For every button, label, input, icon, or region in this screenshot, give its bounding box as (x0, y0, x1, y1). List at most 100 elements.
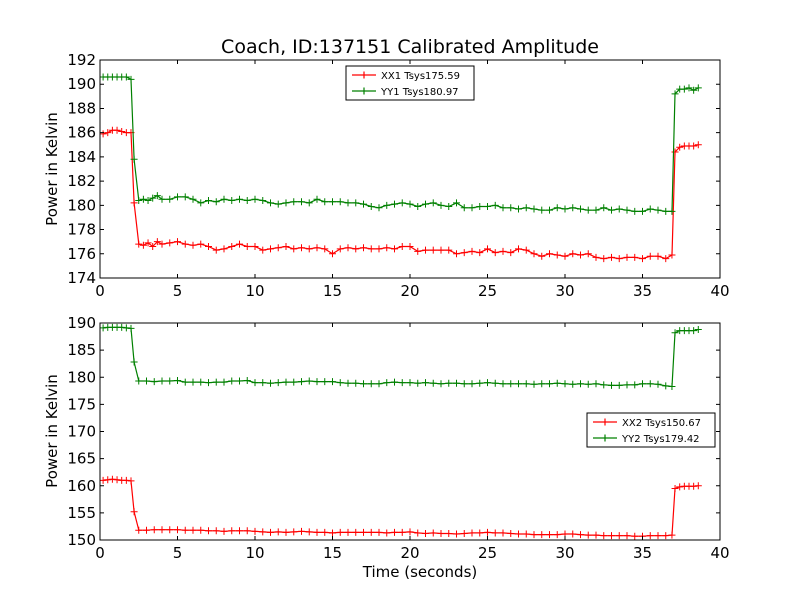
data-point (398, 528, 406, 536)
data-point (391, 528, 398, 536)
data-point (522, 530, 530, 538)
data-point (671, 329, 679, 337)
data-point (150, 378, 158, 386)
data-point (499, 529, 507, 537)
data-point (468, 247, 476, 255)
data-point (282, 378, 290, 386)
data-point (437, 246, 445, 254)
data-point (422, 529, 429, 537)
data-point (406, 200, 414, 208)
data-point (522, 246, 530, 254)
data-point (546, 250, 553, 258)
data-point (181, 378, 189, 386)
data-point (491, 249, 499, 257)
x-axis-label: Time (seconds) (362, 563, 478, 581)
data-point (367, 203, 375, 211)
data-point (680, 85, 688, 93)
data-point (553, 531, 561, 539)
data-point (99, 324, 107, 332)
data-point (197, 378, 205, 386)
data-point (99, 476, 107, 484)
data-point (259, 196, 267, 204)
data-point (305, 528, 313, 536)
data-point (608, 532, 615, 540)
data-point (321, 198, 329, 206)
data-point (445, 246, 453, 254)
data-point (690, 86, 698, 94)
data-point (305, 199, 313, 207)
data-point (676, 143, 684, 151)
data-point (274, 528, 282, 536)
legend: XX2 Tsys150.67 YY2 Tsys179.42 (586, 412, 716, 448)
data-point (445, 203, 453, 211)
data-point (623, 381, 631, 389)
data-point (383, 529, 391, 537)
y-tick-label: 190 (67, 75, 96, 93)
data-point (476, 203, 484, 211)
data-point (197, 240, 205, 248)
data-point (135, 196, 143, 204)
data-point (158, 195, 166, 203)
data-point (383, 244, 391, 252)
data-point (592, 531, 600, 539)
x-tick-label: 5 (173, 282, 183, 300)
data-point (149, 243, 157, 251)
data-point (476, 249, 484, 257)
data-point (251, 243, 259, 251)
data-point (166, 195, 174, 203)
data-point (375, 204, 383, 212)
data-point (690, 482, 698, 490)
data-point (584, 380, 592, 388)
data-point (352, 245, 360, 253)
legend-label: XX2 Tsys150.67 (622, 418, 701, 429)
data-point (243, 527, 251, 535)
data-point (406, 528, 414, 536)
x-tick-label: 40 (710, 282, 729, 300)
data-point (662, 255, 670, 263)
y-tick-label: 180 (67, 196, 96, 214)
data-point (515, 530, 522, 538)
data-point (267, 245, 274, 253)
legend-box (345, 65, 475, 101)
data-point (639, 255, 646, 263)
data-point (181, 526, 189, 534)
data-point (220, 378, 228, 386)
data-point (205, 243, 212, 251)
data-point (166, 377, 174, 385)
data-point (113, 476, 121, 484)
data-point (236, 527, 243, 535)
data-point (538, 531, 546, 539)
y-tick-label: 180 (67, 368, 96, 386)
data-point (267, 528, 274, 536)
data-point (118, 127, 126, 135)
data-point (484, 528, 491, 536)
data-point (453, 379, 460, 387)
data-point (398, 199, 406, 207)
data-point (220, 195, 228, 203)
y-tick-label: 176 (67, 245, 96, 263)
data-point (515, 205, 522, 213)
y-tick-label: 192 (67, 51, 96, 69)
data-point (321, 528, 329, 536)
data-point (259, 246, 267, 254)
data-point (391, 200, 398, 208)
data-point (298, 527, 305, 535)
data-point (336, 379, 344, 387)
data-point (668, 382, 676, 390)
data-point (197, 199, 205, 207)
data-point (118, 323, 126, 331)
data-point (383, 379, 391, 387)
legend-label: YY2 Tsys179.42 (621, 434, 700, 445)
data-point (282, 243, 290, 251)
y-axis-label: Power in Kelvin (43, 112, 61, 226)
data-point (336, 198, 344, 206)
data-point (189, 241, 197, 249)
data-point (383, 201, 391, 209)
data-point (476, 529, 484, 537)
legend-swatch (352, 71, 376, 79)
data-point (615, 381, 623, 389)
data-point (546, 531, 553, 539)
data-point (646, 532, 654, 540)
data-point (336, 528, 344, 536)
data-point (530, 380, 538, 388)
